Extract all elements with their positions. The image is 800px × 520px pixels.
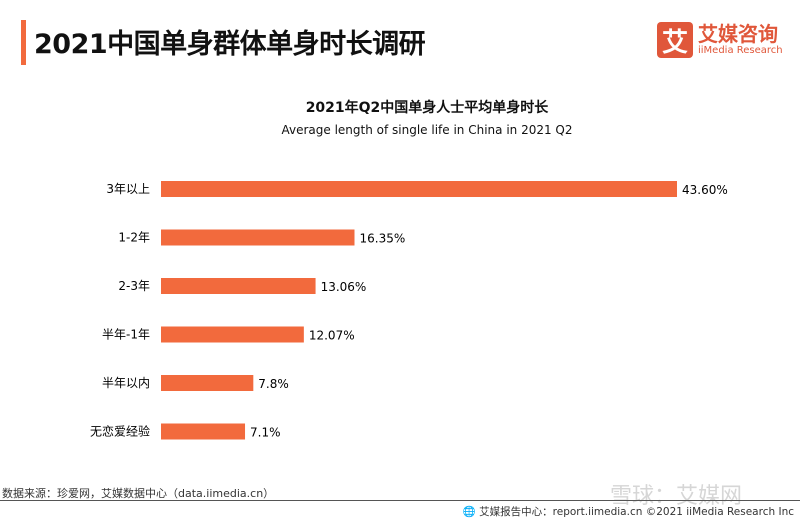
bar-chart: 3年以上 43.60% 1-2年 16.35% 2-3年 13.06% 半年-1年 12.07… [90, 181, 728, 440]
footer-report-text: 艾媒报告中心：report.iimedia.cn ©2021 iiMedia R… [479, 506, 794, 518]
bar [161, 326, 304, 343]
data-source: 数据来源：珍爱网，艾媒数据中心（data.iimedia.cn） [2, 487, 275, 500]
category-label: 3年以上 [106, 182, 150, 196]
bar [161, 181, 677, 197]
data-label: 16.35% [360, 232, 406, 246]
chart-title: 2021年Q2中国单身人士平均单身时长 [305, 100, 549, 116]
watermark: 雪球：艾媒网 [610, 484, 743, 509]
title-accent-bar [21, 20, 26, 65]
footer-report: 🌐 艾媒报告中心：report.iimedia.cn ©2021 iiMedia… [463, 504, 794, 519]
data-label: 7.1% [250, 426, 281, 440]
data-label: 43.60% [682, 183, 728, 197]
bar [161, 278, 316, 294]
page-title: 2021中国单身群体单身时长调研 [34, 29, 426, 60]
divider [0, 500, 800, 501]
bar [161, 423, 246, 440]
category-label: 半年以内 [102, 376, 150, 390]
data-label: 13.06% [321, 280, 367, 294]
category-label: 半年-1年 [102, 328, 150, 342]
bar [161, 375, 254, 391]
category-label: 2-3年 [118, 279, 150, 293]
chart-subtitle: Average length of single life in China i… [281, 123, 573, 137]
data-label: 12.07% [309, 329, 355, 343]
logo-cn: 艾媒咨询 [698, 22, 778, 46]
bar [161, 229, 355, 246]
globe-icon: 🌐 [462, 506, 476, 518]
category-label: 无恋爱经验 [90, 424, 150, 439]
logo-en: iiMedia Research [698, 45, 783, 56]
logo: 艾 艾媒咨询 iiMedia Research [657, 22, 783, 58]
data-label: 7.8% [258, 377, 289, 391]
category-label: 1-2年 [118, 231, 150, 245]
logo-mark: 艾 [657, 22, 693, 58]
